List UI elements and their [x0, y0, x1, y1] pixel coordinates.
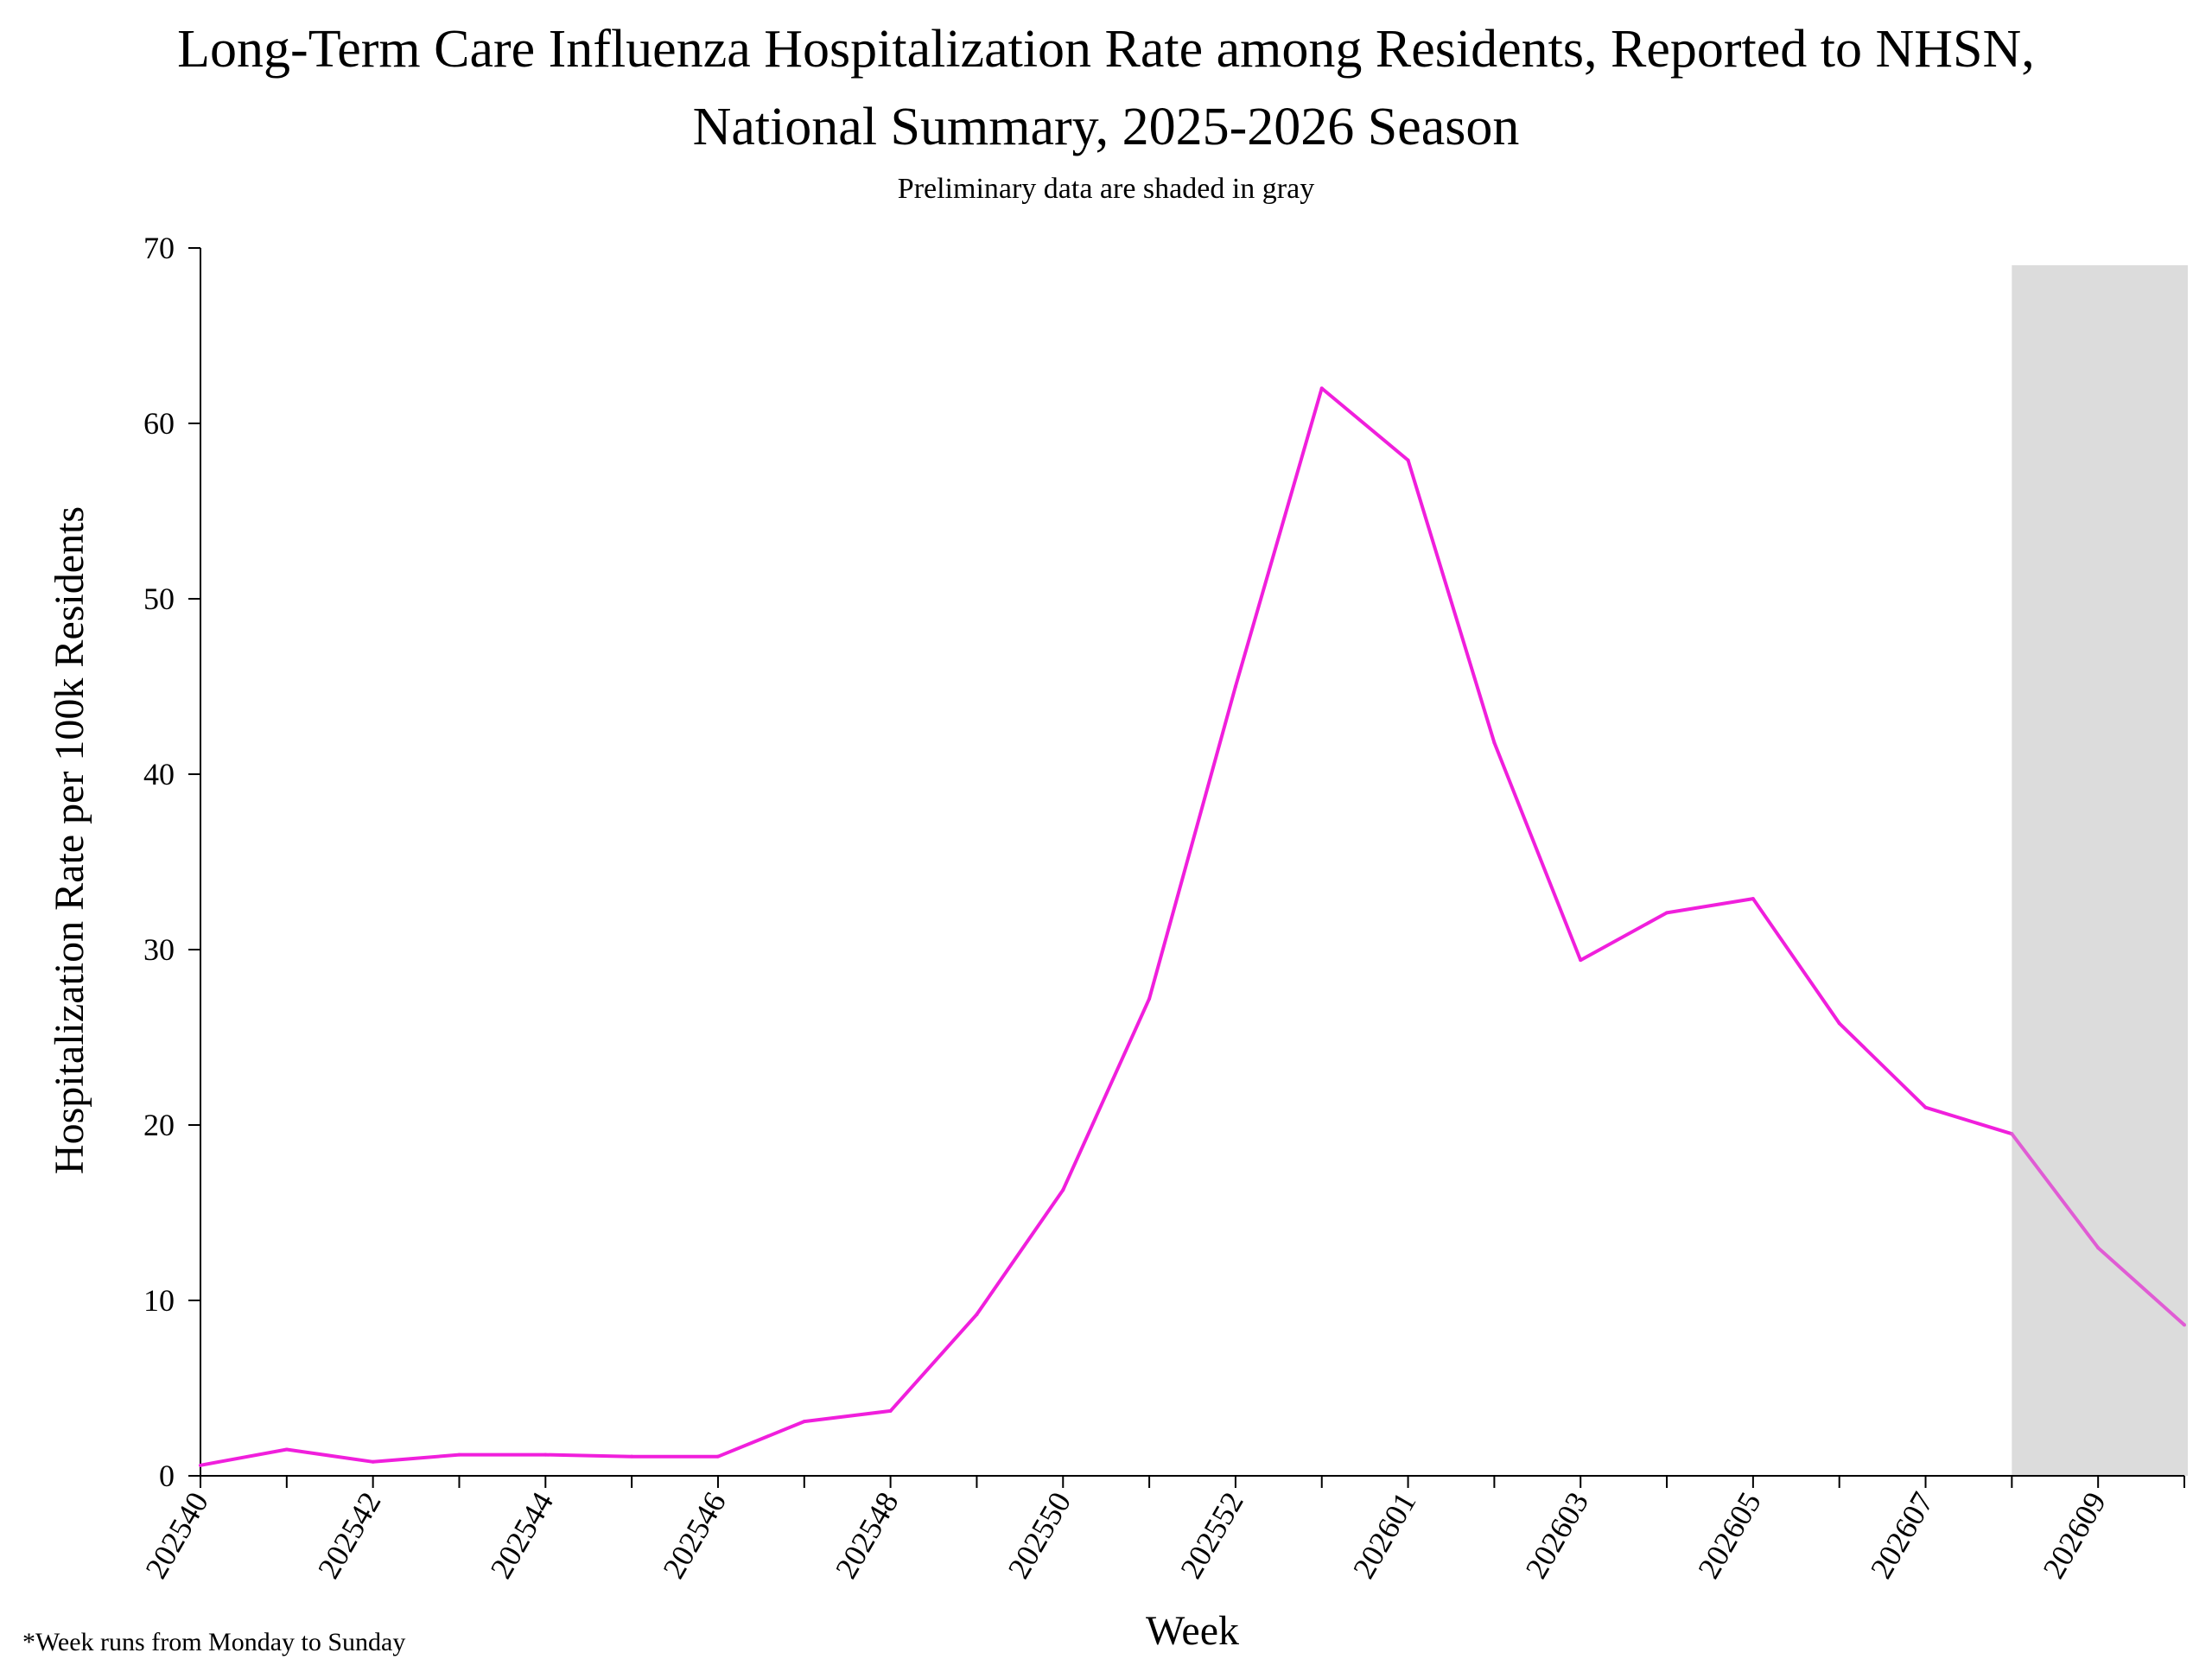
data-point [2010, 1132, 2014, 1136]
x-tick-label: 202605 [1691, 1486, 1768, 1585]
data-point [1061, 1188, 1065, 1192]
x-tick-label: 202540 [138, 1486, 215, 1585]
x-tick-label: 202544 [484, 1486, 561, 1585]
preliminary-shade-layer [2012, 265, 2188, 1476]
data-point [975, 1313, 979, 1317]
chart-title-line-2: National Summary, 2025-2026 Season [692, 98, 1520, 156]
x-tick-label: 202601 [1346, 1486, 1423, 1585]
y-axis-title: Hospitalization Rate per 100k Residents [47, 506, 92, 1174]
x-tick-label: 202609 [2036, 1486, 2113, 1585]
preliminary-shade [2012, 265, 2188, 1476]
x-axis-title: Week [1146, 1608, 1239, 1654]
data-point [2183, 1323, 2186, 1327]
data-point [457, 1452, 461, 1457]
x-tick-label: 202542 [311, 1486, 388, 1585]
series-line [200, 386, 2012, 1467]
data-point [802, 1420, 806, 1424]
data-point [1406, 458, 1410, 462]
footnote: *Week runs from Monday to Sunday [22, 1628, 406, 1656]
x-tick-label: 202603 [1519, 1486, 1596, 1585]
y-tick-label: 40 [143, 757, 175, 791]
data-point [1923, 1105, 1928, 1109]
data-point [2096, 1246, 2101, 1250]
y-tick-label: 70 [143, 231, 175, 265]
x-tick-label: 202607 [1864, 1486, 1941, 1585]
data-point [1147, 996, 1152, 1001]
data-point [284, 1447, 289, 1452]
data-point [715, 1454, 720, 1459]
x-tick-label: 202548 [829, 1486, 906, 1585]
data-point [630, 1454, 634, 1459]
x-tick-label: 202552 [1173, 1486, 1250, 1585]
data-point [1579, 958, 1583, 963]
axes [188, 247, 2185, 1488]
y-tick-label: 30 [143, 932, 175, 967]
data-point [543, 1452, 548, 1457]
data-point [888, 1408, 893, 1413]
x-tick-label: 202546 [656, 1486, 733, 1585]
y-tick-label: 60 [143, 406, 175, 441]
y-tick-label: 50 [143, 582, 175, 616]
y-tick-label: 10 [143, 1283, 175, 1318]
data-point [1492, 741, 1497, 745]
chart-title-line-1: Long-Term Care Influenza Hospitalization… [177, 20, 2035, 79]
data-point [371, 1459, 375, 1464]
y-tick-label: 0 [159, 1459, 175, 1493]
data-point [1665, 911, 1669, 915]
data-point [1233, 684, 1237, 689]
series-layer [199, 386, 2186, 1467]
data-point [1319, 386, 1324, 391]
tick-labels: 0 10 20 30 40 50 60 70 202540 202542 202544 202546 2… [138, 231, 2113, 1585]
chart-subtitle: Preliminary data are shaded in gray [897, 173, 1315, 205]
y-tick-label: 20 [143, 1108, 175, 1142]
data-point [1837, 1021, 1841, 1026]
data-point [1751, 897, 1755, 901]
x-tick-label: 202550 [1001, 1486, 1078, 1585]
data-point [199, 1463, 202, 1467]
